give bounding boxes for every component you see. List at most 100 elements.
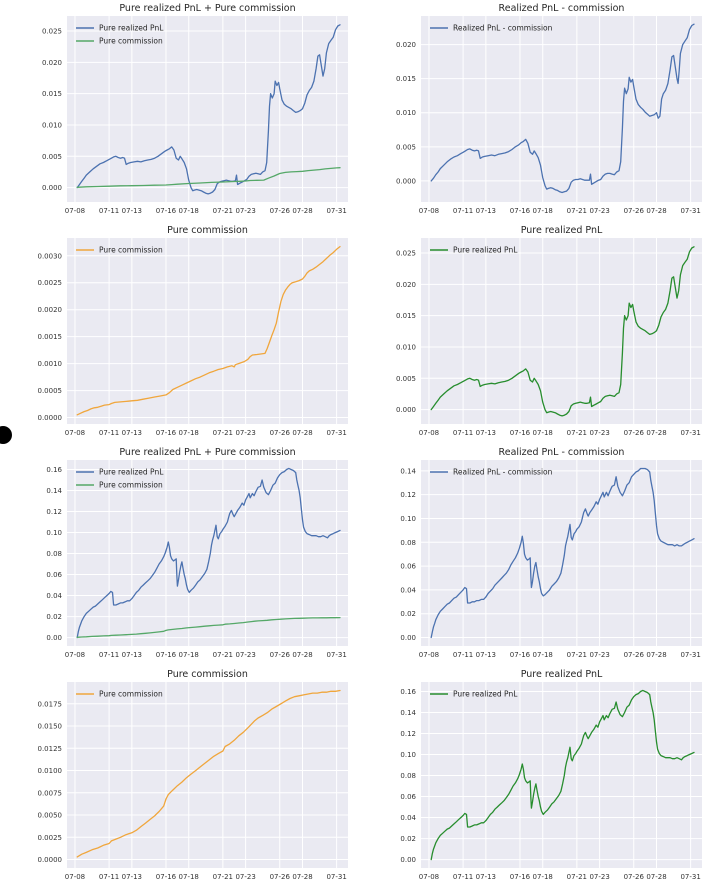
svg-text:07-18: 07-18: [179, 429, 199, 437]
svg-text:0.0020: 0.0020: [38, 306, 63, 314]
svg-text:07-26: 07-26: [270, 873, 291, 881]
svg-text:07-18: 07-18: [533, 651, 553, 659]
svg-text:07-11: 07-11: [99, 873, 119, 881]
svg-text:0.010: 0.010: [396, 343, 416, 351]
svg-text:07-26: 07-26: [624, 429, 645, 437]
svg-text:0.0000: 0.0000: [38, 856, 63, 864]
chart-pnl-plus-commission-large: Pure realized PnL + Pure commission 07-0…: [0, 444, 354, 666]
svg-text:0.00: 0.00: [46, 634, 62, 642]
svg-text:07-31: 07-31: [326, 873, 346, 881]
svg-text:07-23: 07-23: [235, 207, 255, 215]
svg-text:0.015: 0.015: [396, 75, 416, 83]
svg-text:0.0150: 0.0150: [38, 723, 63, 731]
svg-text:0.000: 0.000: [42, 184, 62, 192]
svg-text:07-11: 07-11: [99, 429, 119, 437]
svg-text:Pure commission: Pure commission: [99, 690, 163, 699]
svg-text:07-11: 07-11: [453, 429, 473, 437]
svg-text:07-16: 07-16: [510, 651, 531, 659]
svg-text:07-08: 07-08: [65, 429, 85, 437]
chart-realized-pnl-minus-commission-large: Realized PnL - commission 07-08 07-11 07-1…: [354, 444, 708, 666]
svg-text:0.10: 0.10: [400, 751, 416, 759]
svg-text:0.10: 0.10: [400, 515, 416, 523]
svg-text:0.12: 0.12: [400, 491, 416, 499]
line-plot: 07-08 07-11 07-13 07-16 07-18 07-21 07-23 07-26…: [38, 682, 348, 881]
svg-text:0.12: 0.12: [46, 508, 62, 516]
svg-text:07-13: 07-13: [476, 873, 496, 881]
svg-text:0.0100: 0.0100: [38, 767, 63, 775]
svg-text:07-28: 07-28: [292, 207, 312, 215]
svg-text:0.005: 0.005: [42, 153, 62, 161]
svg-text:07-11: 07-11: [99, 651, 119, 659]
chart-title: Pure commission: [167, 225, 248, 236]
svg-text:0.020: 0.020: [396, 41, 416, 49]
svg-text:07-31: 07-31: [680, 429, 700, 437]
svg-text:07-28: 07-28: [292, 873, 312, 881]
chart-pure-realized-pnl-large: Pure realized PnL 07-08 07-11 07-13 07-16 07…: [354, 666, 708, 888]
svg-text:07-23: 07-23: [235, 429, 255, 437]
svg-text:07-21: 07-21: [567, 429, 587, 437]
figure-group-1: Pure realized PnL + Pure commission 07-0…: [0, 0, 708, 444]
svg-text:0.06: 0.06: [400, 563, 416, 571]
svg-text:0.0010: 0.0010: [38, 360, 63, 368]
svg-text:0.06: 0.06: [46, 571, 62, 579]
svg-text:07-08: 07-08: [65, 873, 85, 881]
svg-text:07-23: 07-23: [589, 207, 609, 215]
svg-text:07-18: 07-18: [179, 207, 199, 215]
chart-pure-realized-pnl-small: Pure realized PnL 07-08 07-11 07-13 07-16 07…: [354, 222, 708, 444]
line-plot: 07-08 07-11 07-13 07-16 07-18 07-21 07-23 07-26…: [400, 460, 702, 659]
svg-text:07-08: 07-08: [65, 207, 85, 215]
svg-text:07-31: 07-31: [326, 651, 346, 659]
svg-text:07-28: 07-28: [292, 651, 312, 659]
svg-text:07-11: 07-11: [453, 207, 473, 215]
svg-text:07-23: 07-23: [589, 651, 609, 659]
svg-text:07-18: 07-18: [179, 873, 199, 881]
line-plot: 07-08 07-11 07-13 07-16 07-18 07-21 07-23 07-26…: [396, 238, 702, 437]
svg-text:0.0025: 0.0025: [38, 279, 63, 287]
svg-text:07-23: 07-23: [235, 873, 255, 881]
svg-text:Pure realized PnL: Pure realized PnL: [453, 690, 518, 699]
svg-text:07-23: 07-23: [589, 429, 609, 437]
chart-pnl-plus-commission-small: Pure realized PnL + Pure commission 07-0…: [0, 0, 354, 222]
svg-text:07-28: 07-28: [646, 651, 666, 659]
chart-pure-commission-large: Pure commission 07-08 07-11 07-13 07-16 07-1…: [0, 666, 354, 888]
svg-text:07-16: 07-16: [156, 651, 177, 659]
svg-text:0.000: 0.000: [396, 177, 416, 185]
svg-text:07-31: 07-31: [326, 429, 346, 437]
svg-text:0.04: 0.04: [46, 592, 62, 600]
svg-text:07-13: 07-13: [122, 429, 142, 437]
svg-text:07-13: 07-13: [122, 207, 142, 215]
chart-title: Pure realized PnL: [520, 225, 603, 236]
svg-text:0.12: 0.12: [400, 730, 416, 738]
svg-text:07-31: 07-31: [680, 207, 700, 215]
svg-text:0.000: 0.000: [396, 406, 416, 414]
line-plot: 07-08 07-11 07-13 07-16 07-18 07-21 07-23 07-26…: [400, 682, 702, 881]
svg-text:07-18: 07-18: [179, 651, 199, 659]
svg-text:Pure commission: Pure commission: [99, 246, 163, 255]
svg-text:07-11: 07-11: [453, 873, 473, 881]
chart-title: Pure commission: [167, 669, 248, 680]
svg-text:0.0175: 0.0175: [38, 700, 63, 708]
svg-text:0.04: 0.04: [400, 586, 416, 594]
svg-text:07-21: 07-21: [213, 651, 233, 659]
svg-text:07-28: 07-28: [292, 429, 312, 437]
svg-text:07-08: 07-08: [65, 651, 85, 659]
svg-text:0.02: 0.02: [400, 835, 416, 843]
svg-text:0.02: 0.02: [400, 610, 416, 618]
svg-text:Realized PnL - commission: Realized PnL - commission: [453, 468, 553, 477]
svg-text:0.16: 0.16: [400, 688, 416, 696]
svg-text:07-26: 07-26: [270, 651, 291, 659]
svg-text:0.015: 0.015: [396, 312, 416, 320]
svg-text:Pure realized PnL: Pure realized PnL: [453, 246, 518, 255]
svg-text:07-08: 07-08: [419, 651, 439, 659]
svg-text:0.015: 0.015: [42, 90, 62, 98]
svg-text:Pure realized PnL: Pure realized PnL: [99, 24, 164, 33]
chart-title: Pure realized PnL + Pure commission: [119, 447, 296, 458]
svg-text:07-31: 07-31: [680, 651, 700, 659]
svg-text:Pure commission: Pure commission: [99, 481, 163, 490]
svg-text:0.16: 0.16: [46, 466, 62, 474]
svg-text:07-13: 07-13: [476, 207, 496, 215]
svg-text:0.02: 0.02: [46, 613, 62, 621]
svg-text:07-13: 07-13: [476, 429, 496, 437]
svg-text:07-21: 07-21: [567, 207, 587, 215]
